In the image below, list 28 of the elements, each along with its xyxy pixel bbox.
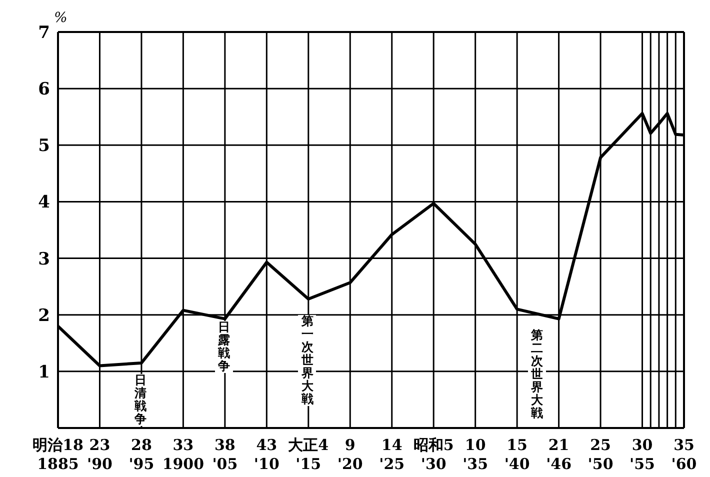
y-tick-label: 2 [38, 306, 50, 326]
y-tick-label: 3 [38, 249, 50, 270]
x-tick-label: 明治18 1885 [32, 436, 84, 473]
y-tick-label: 4 [38, 192, 50, 213]
annotation: 第二次世界大戦 [528, 328, 546, 420]
x-tick-label: 23 '90 [87, 436, 112, 473]
x-tick-label: 25 '50 [588, 436, 614, 473]
x-tick-label: 14 '25 [379, 436, 405, 473]
x-tick-label: 9 '20 [337, 436, 363, 473]
x-tick-label: 30 '55 [630, 436, 655, 473]
y-axis-title: % [54, 10, 68, 26]
x-tick-label: 10 '35 [462, 436, 488, 473]
x-tick-label: 21 '46 [546, 436, 572, 473]
x-tick-label: 35 '60 [671, 436, 697, 473]
x-tick-label: 28 '95 [128, 436, 154, 473]
x-tick-label: 昭和5 '30 [413, 436, 454, 473]
x-tick-label: 38 '05 [212, 436, 238, 473]
annotation: 第一次世界大戦 [298, 314, 316, 406]
y-tick-label: 5 [38, 136, 50, 156]
y-tick-label: 7 [38, 23, 50, 44]
x-tick-label: 33 1900 [162, 436, 204, 473]
annotation: 日清戦争 [131, 372, 150, 426]
annotation: 日露戦争 [214, 320, 233, 372]
y-tick-label: 6 [38, 80, 50, 100]
x-tick-label: 大正4 '15 [288, 436, 329, 473]
x-tick-label: 15 '40 [504, 436, 530, 473]
x-tick-label: 43 '10 [254, 436, 280, 473]
y-tick-label: 1 [38, 362, 50, 382]
